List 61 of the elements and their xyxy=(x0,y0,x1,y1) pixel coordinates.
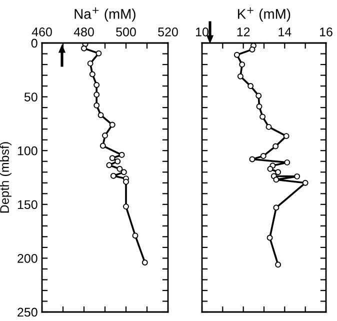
point xyxy=(116,166,123,172)
y-axis-title: Depth (mbsf) xyxy=(0,142,12,213)
x-tick-label: 500 xyxy=(116,28,136,36)
point xyxy=(239,62,246,68)
x-tick-label: 480 xyxy=(74,28,94,36)
x-axis-title: Na$^{+}$ (mM) xyxy=(74,7,136,22)
point xyxy=(109,122,116,128)
point xyxy=(275,169,282,176)
x-tick-label: 12 xyxy=(237,28,250,36)
point xyxy=(266,234,273,241)
y-tick-label: 100 xyxy=(18,146,38,156)
x-tick-label: 16 xyxy=(320,28,332,36)
point xyxy=(302,180,308,186)
x-axis-title: K$^{+}$ (mM) xyxy=(238,7,290,22)
y-tick-label: 250 xyxy=(18,308,38,317)
point xyxy=(248,83,254,90)
point xyxy=(102,132,108,139)
point xyxy=(94,82,100,88)
point xyxy=(132,232,138,239)
point xyxy=(81,45,87,52)
point xyxy=(114,158,121,164)
point xyxy=(106,162,112,168)
point xyxy=(256,92,262,99)
y-tick-label: 50 xyxy=(24,92,38,102)
y-tick-label: 200 xyxy=(18,254,38,263)
y-tick-label: 150 xyxy=(18,200,38,210)
point xyxy=(275,262,282,268)
point xyxy=(256,104,262,110)
point xyxy=(283,133,290,140)
x-tick-label: 10 xyxy=(196,28,208,36)
x-tick-label: 460 xyxy=(32,28,52,36)
point xyxy=(142,260,148,266)
point xyxy=(260,114,266,120)
point xyxy=(118,152,125,158)
point xyxy=(284,159,290,166)
x-tick-label: 14 xyxy=(278,28,292,36)
point xyxy=(109,155,116,162)
point xyxy=(98,112,104,118)
point xyxy=(266,124,272,130)
y-tick-label: 0 xyxy=(31,38,38,48)
point xyxy=(120,169,127,176)
point xyxy=(273,204,280,211)
point xyxy=(249,46,256,52)
point xyxy=(123,204,129,210)
point xyxy=(237,73,244,80)
point xyxy=(294,173,300,180)
point xyxy=(110,172,116,179)
x-tick-label: 520 xyxy=(158,28,178,36)
point xyxy=(123,178,129,185)
point xyxy=(96,50,102,56)
point xyxy=(260,152,266,159)
point xyxy=(272,143,279,150)
point xyxy=(234,52,240,58)
point xyxy=(94,92,100,98)
point xyxy=(94,102,100,108)
point xyxy=(87,60,94,66)
point xyxy=(267,166,274,172)
point xyxy=(100,142,106,149)
point xyxy=(249,156,256,162)
point xyxy=(89,71,96,78)
point xyxy=(273,176,280,183)
